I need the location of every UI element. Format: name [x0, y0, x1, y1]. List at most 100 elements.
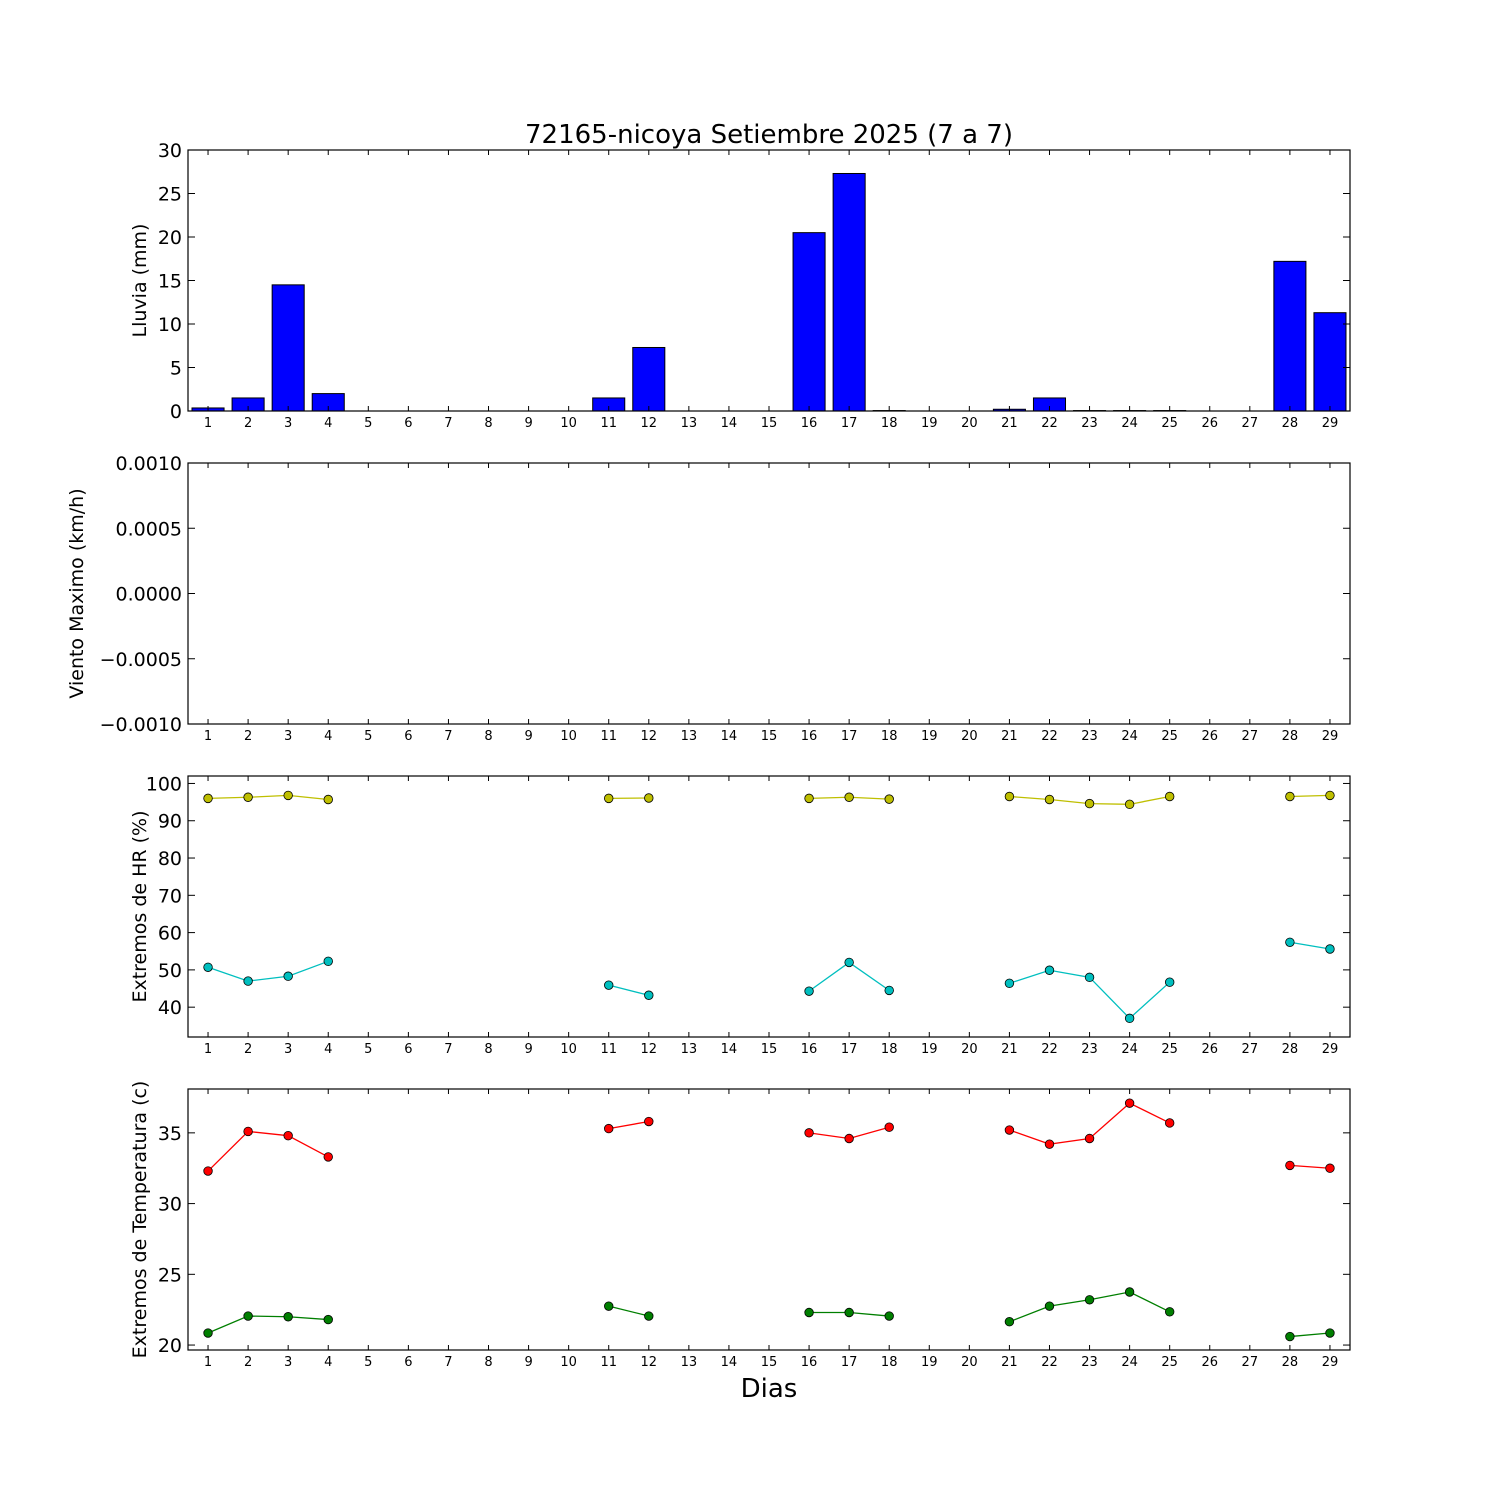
- x-tick-label: 17: [841, 729, 858, 744]
- x-tick-label: 17: [841, 416, 858, 431]
- x-tick-label: 3: [284, 1355, 292, 1370]
- series-line-1: [1290, 1165, 1330, 1168]
- x-tick-label: 27: [1242, 416, 1259, 431]
- x-tick-label: 2: [244, 729, 252, 744]
- y-tick-label: 60: [158, 923, 182, 945]
- x-tick-label: 14: [721, 729, 738, 744]
- point-day-11: [604, 1124, 613, 1133]
- y-tick-label: 30: [158, 140, 182, 162]
- x-tick-label: 29: [1322, 729, 1339, 744]
- x-tick-label: 1: [204, 416, 212, 431]
- x-tick-label: 14: [721, 1042, 738, 1057]
- point-day-18: [885, 986, 894, 995]
- y-tick-label: 15: [158, 271, 182, 293]
- point-day-22: [1045, 1302, 1054, 1311]
- y-tick-label: 20: [158, 1335, 182, 1357]
- point-day-25: [1165, 1308, 1174, 1317]
- axes-frame: [188, 150, 1350, 411]
- x-tick-label: 17: [841, 1355, 858, 1370]
- x-tick-label: 18: [881, 1042, 898, 1057]
- series-line-2: [609, 985, 649, 995]
- x-tick-label: 7: [444, 1042, 452, 1057]
- chart-title: 72165-nicoya Setiembre 2025 (7 a 7): [525, 120, 1013, 150]
- x-tick-label: 12: [641, 1355, 658, 1370]
- x-tick-label: 20: [961, 1355, 978, 1370]
- x-tick-label: 6: [404, 1355, 412, 1370]
- bar-day-28: [1274, 261, 1306, 411]
- series-line-2: [1290, 1333, 1330, 1337]
- y-axis-label: Lluvia (mm): [129, 224, 151, 338]
- x-tick-label: 13: [681, 416, 698, 431]
- x-tick-label: 9: [524, 1042, 532, 1057]
- point-day-4: [324, 1153, 333, 1162]
- x-tick-label: 2: [244, 1355, 252, 1370]
- x-tick-label: 11: [600, 1355, 617, 1370]
- x-tick-label: 20: [961, 416, 978, 431]
- x-tick-label: 29: [1322, 1042, 1339, 1057]
- x-tick-label: 10: [560, 729, 577, 744]
- series-line-1: [208, 1131, 328, 1171]
- y-tick-label: 0.0000: [116, 584, 182, 606]
- x-tick-label: 12: [641, 729, 658, 744]
- x-tick-label: 28: [1282, 729, 1299, 744]
- point-day-2: [244, 1127, 253, 1136]
- x-tick-label: 20: [961, 1042, 978, 1057]
- point-day-28: [1286, 938, 1295, 947]
- point-day-11: [604, 981, 613, 990]
- x-tick-label: 29: [1322, 416, 1339, 431]
- y-tick-label: 5: [170, 358, 182, 380]
- x-tick-label: 5: [364, 1355, 372, 1370]
- x-tick-label: 16: [801, 416, 818, 431]
- point-day-22: [1045, 1140, 1054, 1149]
- x-tick-label: 25: [1161, 1355, 1178, 1370]
- point-day-16: [805, 987, 814, 996]
- axes-frame: [188, 1089, 1350, 1350]
- y-axis-label: Viento Maximo (km/h): [66, 488, 88, 698]
- point-day-23: [1085, 799, 1094, 808]
- x-tick-label: 21: [1001, 729, 1018, 744]
- x-tick-label: 1: [204, 1355, 212, 1370]
- point-day-12: [644, 1312, 653, 1321]
- x-tick-label: 23: [1081, 1355, 1098, 1370]
- x-tick-label: 18: [881, 729, 898, 744]
- x-tick-label: 26: [1201, 416, 1218, 431]
- x-tick-label: 4: [324, 729, 332, 744]
- x-tick-label: 21: [1001, 1042, 1018, 1057]
- x-tick-label: 27: [1242, 1042, 1259, 1057]
- point-day-1: [204, 794, 213, 803]
- x-tick-label: 5: [364, 416, 372, 431]
- x-tick-label: 18: [881, 416, 898, 431]
- x-tick-label: 14: [721, 1355, 738, 1370]
- point-day-24: [1125, 1099, 1134, 1108]
- point-day-29: [1326, 1164, 1335, 1173]
- point-day-21: [1005, 792, 1014, 801]
- point-day-16: [805, 794, 814, 803]
- bar-day-3: [272, 285, 304, 411]
- axes-frame: [188, 463, 1350, 724]
- x-tick-label: 24: [1121, 1355, 1138, 1370]
- x-tick-label: 12: [641, 416, 658, 431]
- point-day-23: [1085, 1134, 1094, 1143]
- x-tick-label: 15: [761, 416, 778, 431]
- x-tick-label: 13: [681, 729, 698, 744]
- x-tick-label: 6: [404, 729, 412, 744]
- point-day-17: [845, 958, 854, 967]
- x-tick-label: 22: [1041, 1042, 1058, 1057]
- x-tick-label: 4: [324, 416, 332, 431]
- x-tick-label: 13: [681, 1042, 698, 1057]
- x-tick-label: 9: [524, 1355, 532, 1370]
- x-tick-label: 8: [484, 416, 492, 431]
- x-tick-label: 2: [244, 1042, 252, 1057]
- x-tick-label: 11: [600, 1042, 617, 1057]
- bar-day-12: [633, 347, 665, 411]
- y-tick-label: 35: [158, 1123, 182, 1145]
- point-day-28: [1286, 792, 1295, 801]
- point-day-2: [244, 977, 253, 986]
- series-line-2: [1290, 942, 1330, 949]
- y-tick-label: 30: [158, 1194, 182, 1216]
- x-tick-label: 19: [921, 1042, 938, 1057]
- axes-frame: [188, 776, 1350, 1037]
